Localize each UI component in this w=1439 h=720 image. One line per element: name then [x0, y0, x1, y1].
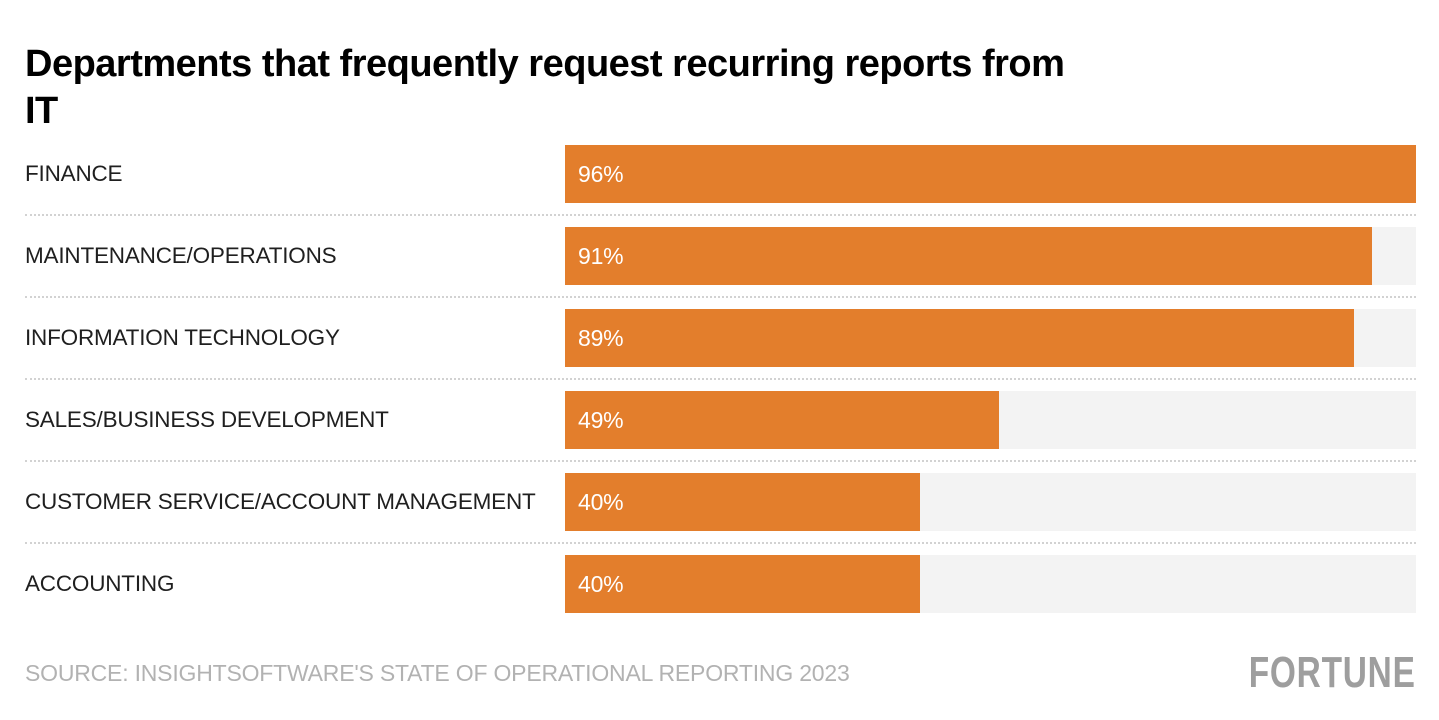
bar-value-sales-business-development: 49% — [578, 406, 624, 433]
row-separator — [25, 214, 1416, 216]
chart-title-line-2: IT — [25, 90, 58, 133]
bar-track: 89% — [565, 309, 1416, 367]
bar-accounting: 40% — [565, 555, 920, 613]
chart-title-line-1: Departments that frequently request recu… — [25, 43, 1065, 86]
bar-value-finance: 96% — [578, 160, 624, 187]
fortune-logo: FORTUNE — [1249, 648, 1416, 697]
bar-maintenance-operations: 91% — [565, 227, 1372, 285]
bar-value-customer-service-account-management: 40% — [578, 488, 624, 515]
bar-value-maintenance-operations: 91% — [578, 242, 624, 269]
category-label-maintenance-operations: MAINTENANCE/OPERATIONS — [25, 243, 337, 268]
row-separator — [25, 542, 1416, 544]
chart-row-finance: FINANCE 96% — [25, 145, 1416, 203]
bar-finance: 96% — [565, 145, 1416, 203]
bar-chart: FINANCE 96% MAINTENANCE/OPERATIONS 91% I… — [25, 145, 1416, 613]
bar-value-information-technology: 89% — [578, 324, 624, 351]
bar-information-technology: 89% — [565, 309, 1354, 367]
chart-title: Departments that frequently request recu… — [25, 41, 1417, 135]
category-label-accounting: ACCOUNTING — [25, 571, 175, 596]
chart-row-customer-service-account-management: CUSTOMER SERVICE/ACCOUNT MANAGEMENT 40% — [25, 473, 1416, 531]
category-label-information-technology: INFORMATION TECHNOLOGY — [25, 325, 340, 350]
bar-track: 96% — [565, 145, 1416, 203]
row-separator — [25, 296, 1416, 298]
chart-row-maintenance-operations: MAINTENANCE/OPERATIONS 91% — [25, 227, 1416, 285]
category-label-sales-business-development: SALES/BUSINESS DEVELOPMENT — [25, 407, 389, 432]
row-separator — [25, 378, 1416, 380]
bar-customer-service-account-management: 40% — [565, 473, 920, 531]
bar-track: 91% — [565, 227, 1416, 285]
chart-row-accounting: ACCOUNTING 40% — [25, 555, 1416, 613]
bar-track: 40% — [565, 555, 1416, 613]
category-label-customer-service-account-management: CUSTOMER SERVICE/ACCOUNT MANAGEMENT — [25, 489, 536, 514]
chart-row-information-technology: INFORMATION TECHNOLOGY 89% — [25, 309, 1416, 367]
bar-track: 40% — [565, 473, 1416, 531]
chart-row-sales-business-development: SALES/BUSINESS DEVELOPMENT 49% — [25, 391, 1416, 449]
category-label-finance: FINANCE — [25, 161, 123, 186]
row-separator — [25, 460, 1416, 462]
bar-sales-business-development: 49% — [565, 391, 1000, 449]
source-attribution: SOURCE: INSIGHTSOFTWARE'S STATE OF OPERA… — [25, 660, 850, 686]
bar-track: 49% — [565, 391, 1416, 449]
bar-value-accounting: 40% — [578, 570, 624, 597]
